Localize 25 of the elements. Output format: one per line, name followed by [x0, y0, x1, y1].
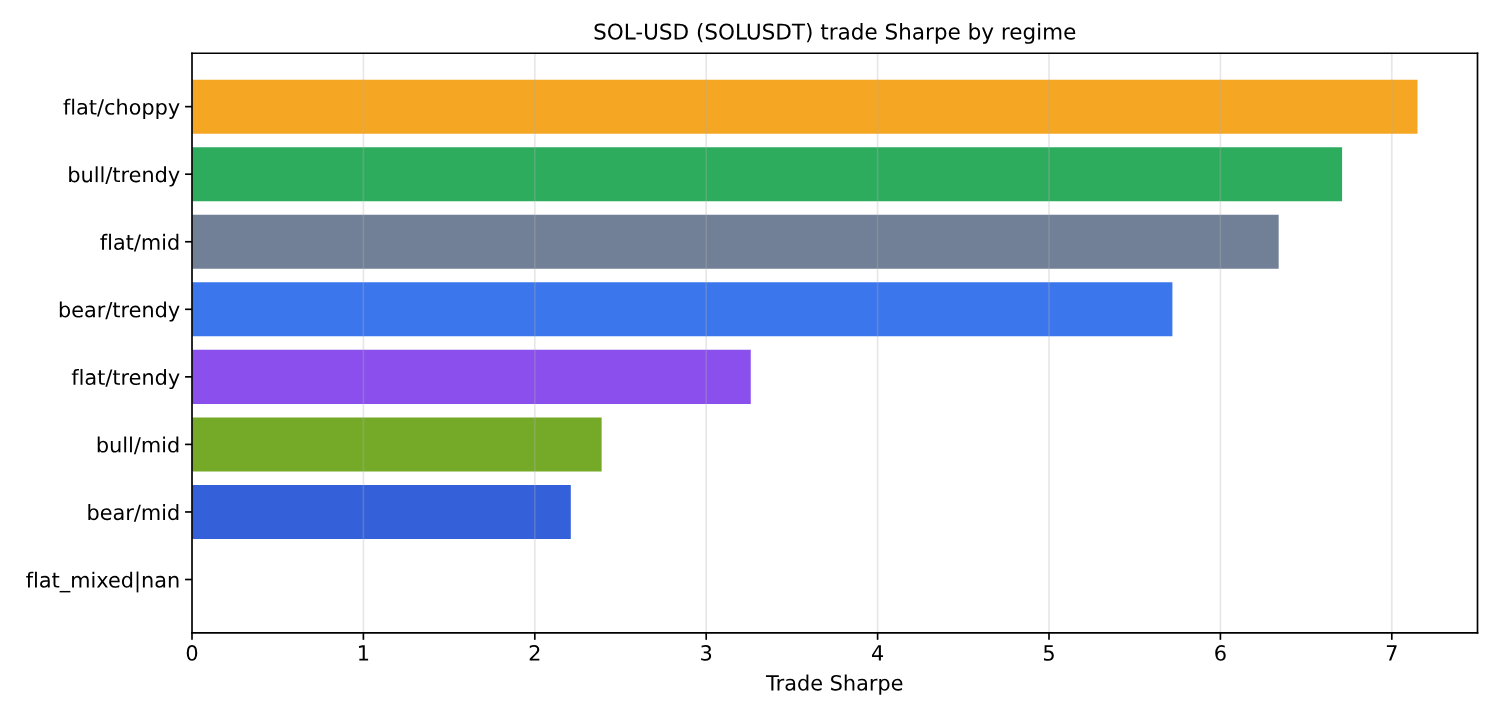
bar — [192, 349, 751, 404]
y-tick-label: bear/mid — [88, 504, 179, 522]
x-tick-label: 0 — [186, 645, 198, 661]
x-tick-label: 1 — [359, 645, 369, 661]
y-tick-label: bull/mid — [97, 436, 179, 455]
x-tick-label: 3 — [701, 645, 712, 661]
y-tick-label: bull/trendy — [69, 166, 180, 187]
chart-title: SOL-USD (SOLUSDT) trade Sharpe by regime — [594, 23, 1076, 44]
y-tick-label: flat/trendy — [71, 368, 180, 390]
bar — [192, 417, 602, 472]
bar — [192, 79, 1418, 134]
x-axis-title: Trade Sharpe — [765, 674, 903, 695]
x-tick-label: 2 — [529, 645, 540, 661]
y-tick-label: flat/choppy — [63, 98, 180, 119]
x-tick-label: 6 — [1215, 645, 1226, 661]
bar — [192, 147, 1343, 202]
x-tick-label: 7 — [1386, 645, 1397, 661]
bar — [192, 214, 1279, 269]
bar — [192, 282, 1173, 337]
y-tick-label: bear/trendy — [59, 301, 180, 322]
y-tick-label: flat_mixed|nan — [26, 571, 179, 593]
x-tick-label: 5 — [1043, 645, 1054, 661]
y-tick-label: flat/mid — [100, 233, 179, 252]
bar — [192, 484, 571, 539]
x-tick-label: 4 — [871, 645, 884, 661]
